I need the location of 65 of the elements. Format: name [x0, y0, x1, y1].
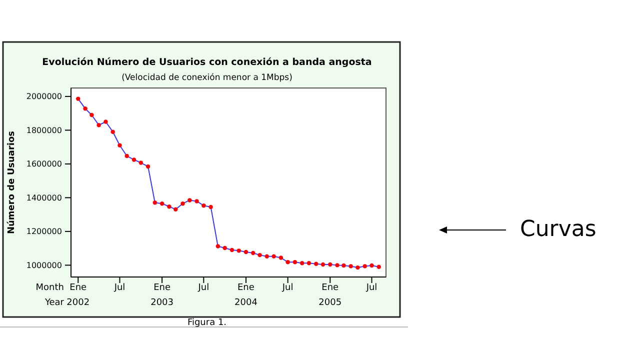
point	[118, 143, 122, 148]
point	[167, 204, 172, 209]
point	[236, 248, 241, 253]
y-tick-label: 1200000	[26, 226, 62, 236]
x-tick-label: Ene 2004	[234, 283, 258, 308]
point	[146, 164, 150, 169]
point	[370, 263, 374, 268]
point	[160, 201, 164, 206]
chart-title: Evolución Número de Usuarios con conexión a banda angosta	[42, 57, 372, 68]
point	[292, 260, 298, 264]
text: Month	[36, 283, 64, 293]
x-tick-label: Ene 2002	[66, 283, 90, 308]
y-tick-label: 1000000	[26, 260, 62, 270]
x-tick-label: Ene 2003	[150, 283, 174, 308]
point	[180, 201, 185, 206]
y-tick-label: 1600000	[26, 159, 62, 168]
point	[264, 254, 270, 259]
point	[174, 207, 178, 212]
point	[362, 264, 367, 268]
point	[216, 244, 220, 248]
point	[342, 263, 346, 268]
point	[83, 106, 88, 111]
x-tick-label: Jul	[365, 283, 378, 293]
text: Year	[44, 298, 64, 308]
point	[194, 199, 199, 204]
point	[202, 204, 206, 208]
point	[222, 246, 227, 250]
point	[286, 260, 290, 264]
point	[278, 256, 284, 260]
point	[356, 265, 360, 270]
point	[244, 250, 248, 254]
point	[76, 96, 80, 101]
point	[188, 198, 192, 202]
text: Figura 1.	[187, 318, 227, 328]
point	[208, 204, 213, 210]
point	[272, 254, 276, 259]
point	[96, 123, 101, 128]
point	[376, 264, 381, 269]
point	[104, 120, 108, 124]
point	[110, 130, 115, 134]
point	[132, 158, 136, 162]
x-tick-label: Jul	[113, 283, 126, 293]
point	[328, 262, 332, 267]
y-axis-title: Número de Usuarios	[6, 130, 17, 234]
point	[250, 250, 256, 256]
point	[314, 262, 318, 266]
x-tick-label: Jul	[281, 283, 294, 293]
point	[300, 261, 304, 266]
point	[124, 154, 129, 158]
point	[90, 112, 94, 118]
x-tick-label: Ene 2005	[318, 283, 342, 308]
point	[258, 252, 262, 258]
point	[335, 263, 340, 268]
point	[320, 262, 326, 267]
y-tick-label: 1800000	[26, 126, 62, 135]
point	[230, 248, 234, 252]
y-tick-label: 1400000	[26, 193, 62, 202]
x-tick-label: Jul	[197, 283, 210, 293]
text: Curvas	[520, 217, 596, 242]
point	[348, 264, 353, 268]
point	[138, 160, 144, 165]
y-tick-label: 2000000	[26, 92, 62, 101]
chart-subtitle: (Velocidad de conexión menor a 1Mbps)	[122, 73, 292, 83]
point	[306, 261, 312, 266]
point	[152, 200, 158, 205]
